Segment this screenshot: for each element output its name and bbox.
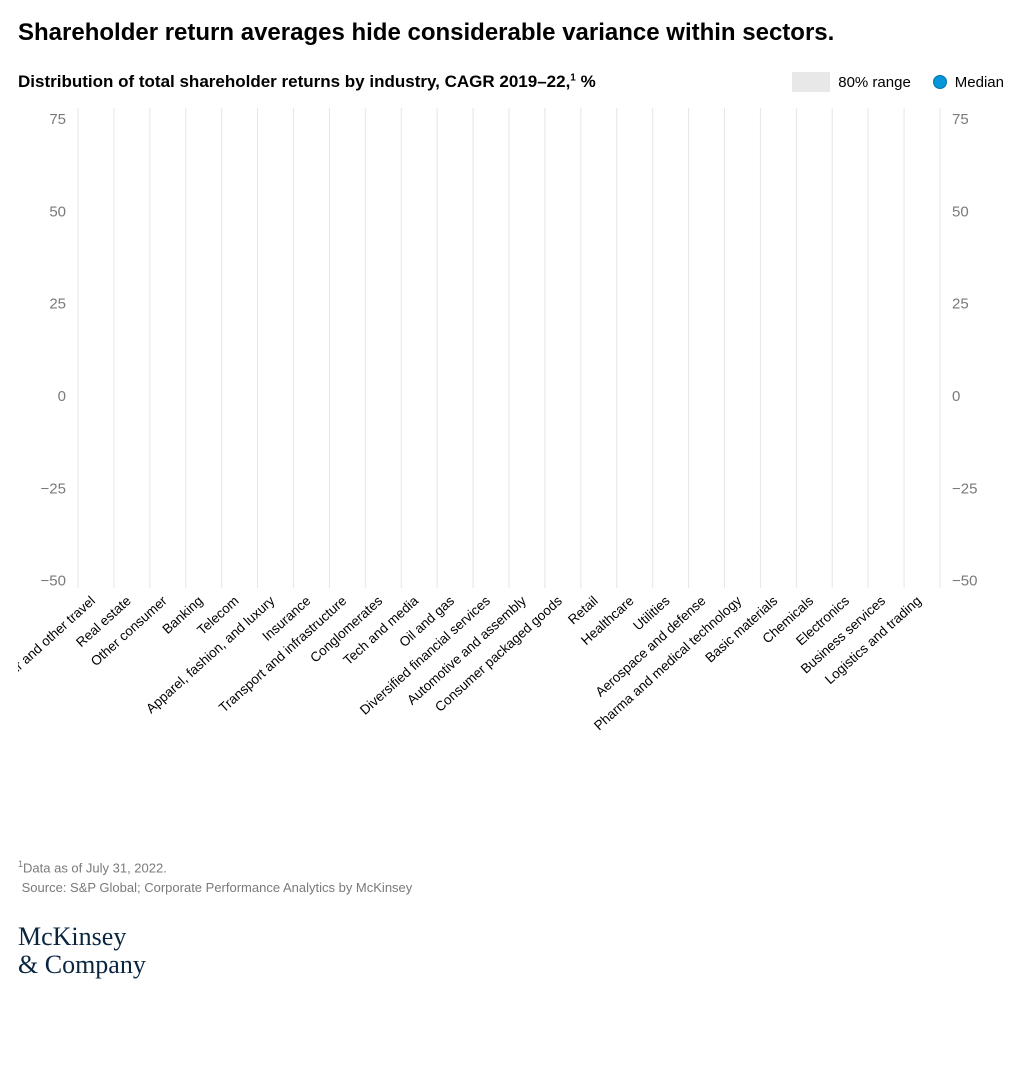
subtitle-suffix: % bbox=[576, 72, 596, 91]
subtitle-prefix: Distribution of total shareholder return… bbox=[18, 72, 570, 91]
y-tick-right: 75 bbox=[952, 111, 969, 128]
logo-line-2: & Company bbox=[18, 950, 146, 979]
chart: −50−50−25−2500252550507575Air and other … bbox=[18, 98, 1000, 618]
y-tick-right: 50 bbox=[952, 203, 969, 220]
subtitle-row: Distribution of total shareholder return… bbox=[18, 72, 1004, 92]
footnote-2-text: Source: S&P Global; Corporate Performanc… bbox=[22, 880, 413, 895]
chart-svg: −50−50−25−2500252550507575Air and other … bbox=[18, 98, 1000, 858]
legend-range: 80% range bbox=[792, 72, 911, 92]
legend-range-swatch bbox=[792, 72, 830, 92]
legend-median-label: Median bbox=[955, 74, 1004, 91]
brand-logo: McKinsey & Company bbox=[18, 923, 1004, 978]
chart-title: Shareholder return averages hide conside… bbox=[18, 18, 1004, 48]
logo-line-1: McKinsey bbox=[18, 922, 126, 951]
chart-subtitle: Distribution of total shareholder return… bbox=[18, 72, 792, 92]
y-tick-left: 0 bbox=[58, 388, 66, 405]
y-tick-right: −50 bbox=[952, 573, 977, 590]
y-tick-left: 25 bbox=[49, 296, 66, 313]
footnote-2: Source: S&P Global; Corporate Performanc… bbox=[18, 878, 1004, 898]
y-tick-right: 25 bbox=[952, 296, 969, 313]
y-tick-left: −25 bbox=[41, 480, 66, 497]
footnote-1: 1Data as of July 31, 2022. bbox=[18, 858, 1004, 878]
y-tick-right: 0 bbox=[952, 388, 960, 405]
y-tick-right: −25 bbox=[952, 480, 977, 497]
y-tick-left: 50 bbox=[49, 203, 66, 220]
legend: 80% range Median bbox=[792, 72, 1004, 92]
legend-range-label: 80% range bbox=[838, 74, 911, 91]
y-tick-left: −50 bbox=[41, 573, 66, 590]
legend-median: Median bbox=[933, 74, 1004, 91]
y-tick-left: 75 bbox=[49, 111, 66, 128]
legend-median-swatch bbox=[933, 75, 947, 89]
footnote-1-text: Data as of July 31, 2022. bbox=[23, 860, 167, 875]
